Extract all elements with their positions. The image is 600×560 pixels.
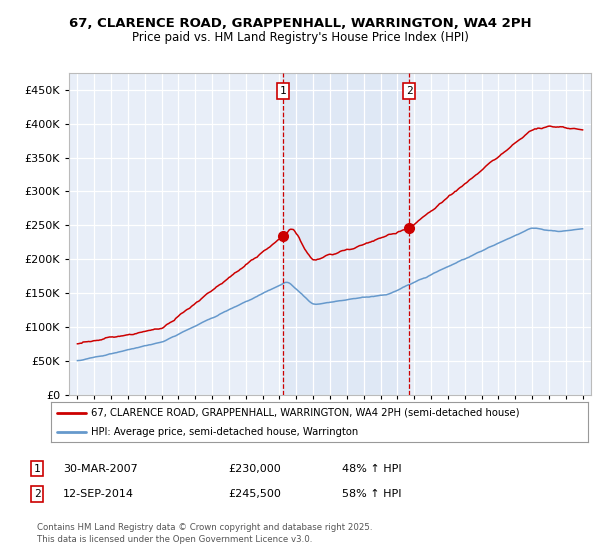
Text: 67, CLARENCE ROAD, GRAPPENHALL, WARRINGTON, WA4 2PH (semi-detached house): 67, CLARENCE ROAD, GRAPPENHALL, WARRINGT…: [91, 408, 520, 418]
Text: 58% ↑ HPI: 58% ↑ HPI: [342, 489, 401, 499]
Text: 12-SEP-2014: 12-SEP-2014: [63, 489, 134, 499]
Text: 48% ↑ HPI: 48% ↑ HPI: [342, 464, 401, 474]
Text: HPI: Average price, semi-detached house, Warrington: HPI: Average price, semi-detached house,…: [91, 427, 359, 437]
Text: Contains HM Land Registry data © Crown copyright and database right 2025.
This d: Contains HM Land Registry data © Crown c…: [37, 523, 373, 544]
Text: 30-MAR-2007: 30-MAR-2007: [63, 464, 138, 474]
Text: £230,000: £230,000: [228, 464, 281, 474]
Text: 2: 2: [34, 489, 41, 499]
Text: Price paid vs. HM Land Registry's House Price Index (HPI): Price paid vs. HM Land Registry's House …: [131, 31, 469, 44]
Bar: [283, 73, 409, 395]
Text: 2: 2: [406, 86, 413, 96]
Text: 1: 1: [34, 464, 41, 474]
Text: 1: 1: [280, 86, 287, 96]
Text: 67, CLARENCE ROAD, GRAPPENHALL, WARRINGTON, WA4 2PH: 67, CLARENCE ROAD, GRAPPENHALL, WARRINGT…: [68, 17, 532, 30]
Text: £245,500: £245,500: [228, 489, 281, 499]
